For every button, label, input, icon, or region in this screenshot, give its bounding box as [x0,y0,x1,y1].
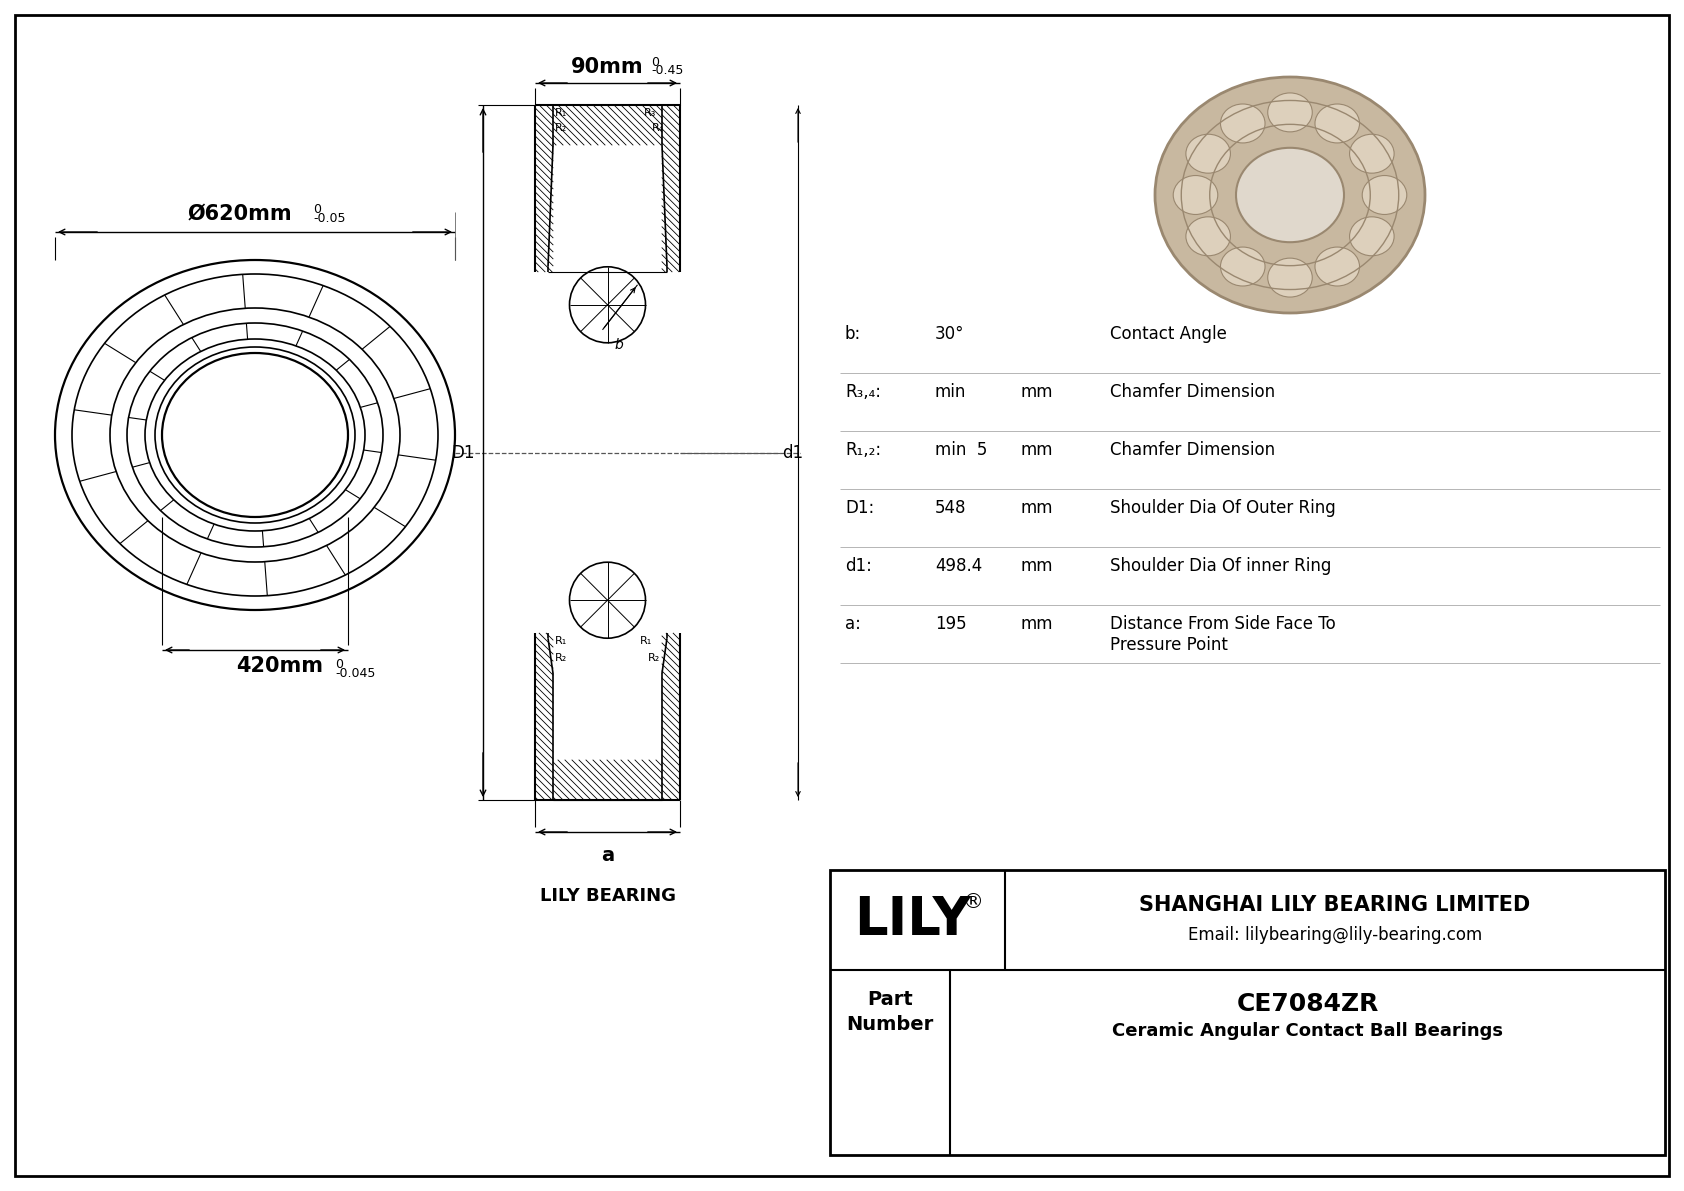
Ellipse shape [1362,175,1406,214]
Text: D1: D1 [451,443,475,461]
Ellipse shape [1221,247,1265,286]
Ellipse shape [1349,135,1394,173]
Ellipse shape [1268,93,1312,132]
Text: d1:: d1: [845,557,872,575]
Text: mm: mm [1021,441,1052,459]
Text: LILY: LILY [854,894,972,946]
Ellipse shape [1155,77,1425,313]
Text: -0.045: -0.045 [335,667,376,680]
Text: Number: Number [847,1015,933,1034]
Text: 548: 548 [935,499,967,517]
Text: R₂: R₂ [556,653,568,663]
Text: Chamfer Dimension: Chamfer Dimension [1110,441,1275,459]
Text: 195: 195 [935,615,967,632]
Text: d1: d1 [781,443,803,461]
Text: a: a [601,846,615,865]
Text: Chamfer Dimension: Chamfer Dimension [1110,384,1275,401]
Text: 0: 0 [313,202,322,216]
Text: mm: mm [1021,384,1052,401]
Text: 0: 0 [652,56,660,69]
Ellipse shape [1236,148,1344,242]
Text: 420mm: 420mm [236,656,323,676]
Text: R₃,₄:: R₃,₄: [845,384,881,401]
Text: R₂: R₂ [556,123,568,133]
Text: Email: lilybearing@lily-bearing.com: Email: lilybearing@lily-bearing.com [1187,925,1482,944]
Text: Ø620mm: Ø620mm [187,204,293,224]
Text: 498.4: 498.4 [935,557,982,575]
Bar [830,869,1665,1155]
Text: D1:: D1: [845,499,874,517]
Text: -0.45: -0.45 [652,64,684,77]
Text: Part: Part [867,990,913,1009]
Text: 0: 0 [335,657,344,671]
Text: b: b [615,338,623,351]
Text: Distance From Side Face To
Pressure Point: Distance From Side Face To Pressure Poin… [1110,615,1335,654]
Text: mm: mm [1021,557,1052,575]
Ellipse shape [1268,258,1312,297]
Text: CE7084ZR: CE7084ZR [1236,992,1379,1016]
Ellipse shape [1186,217,1231,256]
Text: Shoulder Dia Of Outer Ring: Shoulder Dia Of Outer Ring [1110,499,1335,517]
Text: R₁: R₁ [556,108,568,118]
Text: LILY BEARING: LILY BEARING [539,887,675,905]
Text: 90mm: 90mm [571,57,643,77]
Text: R₂: R₂ [648,653,660,663]
Ellipse shape [1221,104,1265,143]
Text: R₄: R₄ [652,123,663,133]
Ellipse shape [1349,217,1394,256]
Text: ®: ® [962,892,983,912]
Text: R₃: R₃ [643,108,657,118]
Text: SHANGHAI LILY BEARING LIMITED: SHANGHAI LILY BEARING LIMITED [1140,894,1531,915]
Ellipse shape [1315,247,1359,286]
Text: Contact Angle: Contact Angle [1110,325,1228,343]
Text: Ceramic Angular Contact Ball Bearings: Ceramic Angular Contact Ball Bearings [1111,1022,1504,1040]
Text: b:: b: [845,325,861,343]
Ellipse shape [1186,135,1231,173]
Text: R₁: R₁ [556,636,568,647]
Text: mm: mm [1021,499,1052,517]
Ellipse shape [1174,175,1218,214]
Text: min  5: min 5 [935,441,987,459]
Ellipse shape [1315,104,1359,143]
Text: R₁,₂:: R₁,₂: [845,441,881,459]
Text: R₁: R₁ [640,636,652,647]
Text: -0.05: -0.05 [313,212,345,225]
Text: 30°: 30° [935,325,965,343]
Text: min: min [935,384,967,401]
Text: a:: a: [845,615,861,632]
Text: Shoulder Dia Of inner Ring: Shoulder Dia Of inner Ring [1110,557,1332,575]
Text: mm: mm [1021,615,1052,632]
